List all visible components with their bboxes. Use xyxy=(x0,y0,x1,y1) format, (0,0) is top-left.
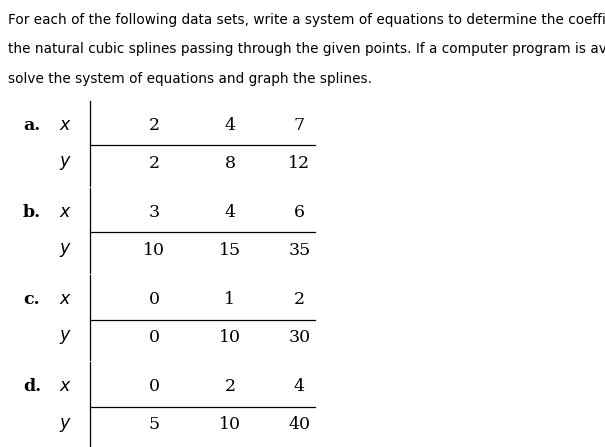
Text: 15: 15 xyxy=(219,242,241,259)
Text: 6: 6 xyxy=(294,204,305,221)
Text: $x$: $x$ xyxy=(59,117,72,134)
Text: 40: 40 xyxy=(289,416,310,433)
Text: 0: 0 xyxy=(149,378,160,395)
Text: d.: d. xyxy=(23,378,41,395)
Text: 2: 2 xyxy=(294,291,305,308)
Text: 4: 4 xyxy=(224,117,235,134)
Text: For each of the following data sets, write a system of equations to determine th: For each of the following data sets, wri… xyxy=(8,13,605,27)
Text: 10: 10 xyxy=(143,242,165,259)
Text: $y$: $y$ xyxy=(59,329,72,346)
Text: a.: a. xyxy=(23,117,41,134)
Text: 0: 0 xyxy=(149,291,160,308)
Text: 0: 0 xyxy=(149,329,160,346)
Text: $x$: $x$ xyxy=(59,204,72,221)
Text: 10: 10 xyxy=(219,416,241,433)
Text: solve the system of equations and graph the splines.: solve the system of equations and graph … xyxy=(8,72,372,85)
Text: 10: 10 xyxy=(219,329,241,346)
Text: 4: 4 xyxy=(294,378,305,395)
Text: 5: 5 xyxy=(149,416,160,433)
Text: $x$: $x$ xyxy=(59,378,72,395)
Text: $y$: $y$ xyxy=(59,154,72,172)
Text: 3: 3 xyxy=(149,204,160,221)
Text: 2: 2 xyxy=(149,117,160,134)
Text: $y$: $y$ xyxy=(59,416,72,434)
Text: 30: 30 xyxy=(289,329,310,346)
Text: 7: 7 xyxy=(294,117,305,134)
Text: c.: c. xyxy=(23,291,39,308)
Text: 1: 1 xyxy=(224,291,235,308)
Text: 4: 4 xyxy=(224,204,235,221)
Text: 2: 2 xyxy=(224,378,235,395)
Text: $x$: $x$ xyxy=(59,291,72,308)
Text: $y$: $y$ xyxy=(59,241,72,259)
Text: 35: 35 xyxy=(289,242,310,259)
Text: 2: 2 xyxy=(149,155,160,172)
Text: the natural cubic splines passing through the given points. If a computer progra: the natural cubic splines passing throug… xyxy=(8,42,605,56)
Text: b.: b. xyxy=(23,204,41,221)
Text: 8: 8 xyxy=(224,155,235,172)
Text: 12: 12 xyxy=(289,155,310,172)
